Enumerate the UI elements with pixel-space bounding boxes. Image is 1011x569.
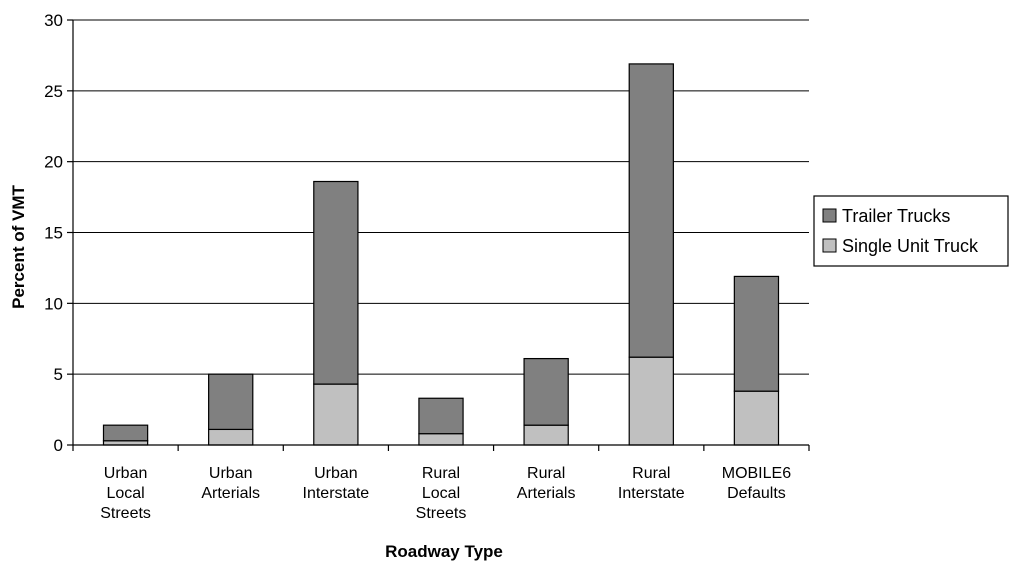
bar-segment-single-unit-truck — [418, 433, 464, 446]
x-tick-label: Urban Local Streets — [100, 465, 151, 522]
bar-segment-trailer-trucks — [628, 63, 674, 358]
bar-segment-trailer-trucks — [418, 397, 464, 435]
bar-segment-single-unit-truck — [208, 428, 254, 446]
x-tick-label: Rural Arterials — [517, 465, 576, 502]
y-tick-label: 15 — [44, 224, 63, 243]
bar-segment-trailer-trucks — [102, 424, 149, 442]
y-axis-title: Percent of VMT — [9, 185, 28, 309]
y-tick-label: 25 — [44, 82, 63, 101]
x-axis-title: Roadway Type — [385, 542, 503, 561]
y-tick-label: 10 — [44, 294, 63, 313]
y-tick-label: 0 — [54, 436, 63, 455]
legend-box — [813, 195, 1009, 267]
x-tick-label: Urban Arterials — [201, 465, 260, 502]
legend: Trailer Trucks Single Unit Truck — [813, 195, 1009, 267]
bar-segment-trailer-trucks — [733, 275, 780, 392]
bar-segment-single-unit-truck — [313, 383, 359, 446]
y-tick-label: 20 — [44, 153, 63, 172]
y-tick-label: 30 — [44, 11, 63, 30]
legend-label: Single Unit Truck — [842, 236, 979, 256]
bar-segment-single-unit-truck — [628, 356, 674, 446]
x-tick-label: Urban Interstate — [303, 465, 370, 502]
bars — [102, 63, 780, 446]
legend-swatch — [822, 208, 837, 223]
bar-segment-trailer-trucks — [313, 180, 359, 385]
bar-segment-single-unit-truck — [102, 440, 149, 446]
bar-segment-single-unit-truck — [523, 424, 569, 446]
bar-segment-trailer-trucks — [523, 357, 569, 426]
x-tick-label: MOBILE6 Defaults — [722, 465, 791, 502]
x-tick-label: Rural Local Streets — [416, 465, 467, 522]
x-tick-label: Rural Interstate — [618, 465, 685, 502]
bar-segment-trailer-trucks — [208, 373, 254, 431]
legend-label: Trailer Trucks — [842, 206, 950, 226]
bar-segment-single-unit-truck — [733, 390, 780, 446]
axes — [67, 19, 810, 451]
y-tick-label: 5 — [54, 365, 63, 384]
x-tick-labels: Urban Local Streets Urban Arterials Urban Inte… — [100, 465, 791, 522]
grid-lines — [73, 19, 809, 375]
legend-swatch — [822, 238, 837, 253]
y-tick-labels: 0 5 10 15 20 25 30 — [44, 11, 63, 455]
